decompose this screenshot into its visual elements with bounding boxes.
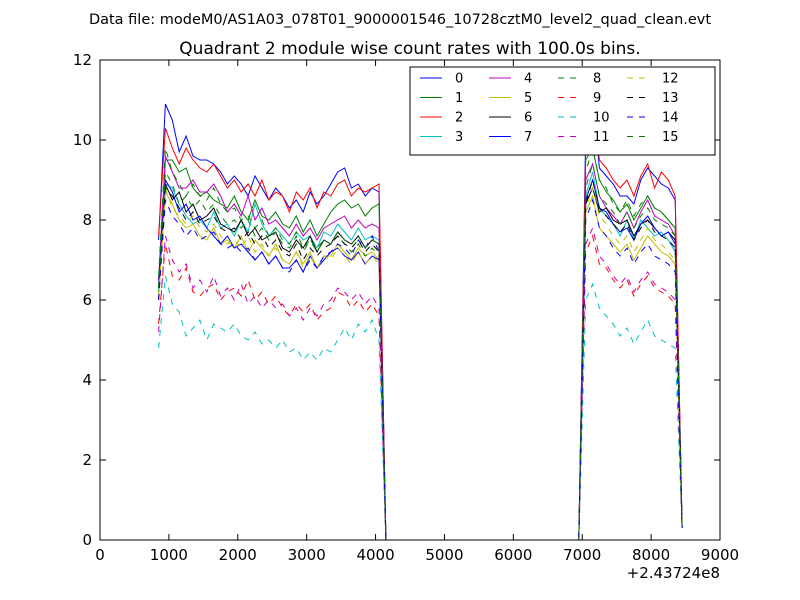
legend-label-8: 8 — [593, 72, 601, 87]
suptitle: Data file: modeM0/AS1A03_078T01_90000015… — [89, 12, 711, 28]
chart-title: Quadrant 2 module wise count rates with … — [179, 39, 640, 59]
x-tick-label: 8000 — [632, 546, 670, 564]
series-line-11 — [158, 226, 683, 540]
legend-label-9: 9 — [593, 91, 601, 106]
x-tick-label: 9000 — [701, 546, 739, 564]
legend-box — [409, 66, 716, 156]
legend-label-15: 15 — [662, 130, 679, 145]
y-tick-label: 4 — [82, 371, 92, 389]
y-tick-label: 6 — [82, 291, 92, 309]
series-line-6 — [158, 183, 683, 540]
y-tick-label: 8 — [82, 211, 92, 229]
legend-label-4: 4 — [524, 72, 532, 87]
legend-label-13: 13 — [662, 91, 679, 106]
series-line-13 — [158, 178, 683, 540]
series-line-2 — [158, 111, 683, 540]
series-line-15 — [158, 163, 683, 540]
series-line-12 — [158, 186, 683, 540]
legend-label-14: 14 — [662, 111, 679, 126]
ticks-layer: 0 1000 2000 3000 4000 5000 6000 7000 8000 9000 0 2 4… — [73, 51, 739, 564]
x-tick-label: 6000 — [494, 546, 532, 564]
x-tick-label: 1000 — [150, 546, 188, 564]
legend-label-0: 0 — [455, 72, 463, 87]
series-line-7 — [158, 178, 683, 540]
y-tick-label: 2 — [82, 451, 92, 469]
x-tick-label: 3000 — [288, 546, 326, 564]
legend-label-10: 10 — [593, 111, 610, 126]
legend-label-12: 12 — [662, 72, 679, 87]
x-tick-label: 4000 — [356, 546, 394, 564]
y-tick-label: 0 — [82, 531, 92, 549]
y-tick-label: 12 — [73, 51, 92, 69]
series-layer — [158, 95, 683, 540]
x-offset-label: +2.43724e8 — [627, 564, 720, 582]
x-tick-label: 2000 — [219, 546, 257, 564]
legend-label-3: 3 — [455, 130, 463, 145]
legend-label-7: 7 — [524, 130, 532, 145]
legend-label-1: 1 — [455, 91, 463, 106]
x-tick-label: 7000 — [563, 546, 601, 564]
series-line-0 — [158, 95, 683, 540]
series-line-8 — [158, 147, 683, 540]
x-tick-label: 0 — [95, 546, 105, 564]
series-line-9 — [158, 234, 683, 540]
x-tick-label: 5000 — [425, 546, 463, 564]
legend-label-11: 11 — [593, 130, 610, 145]
plot-frame — [99, 59, 721, 541]
legend-label-2: 2 — [455, 111, 463, 126]
series-line-1 — [158, 146, 683, 540]
legend-label-5: 5 — [524, 91, 532, 106]
y-tick-label: 10 — [73, 131, 92, 149]
legend-label-6: 6 — [524, 111, 532, 126]
